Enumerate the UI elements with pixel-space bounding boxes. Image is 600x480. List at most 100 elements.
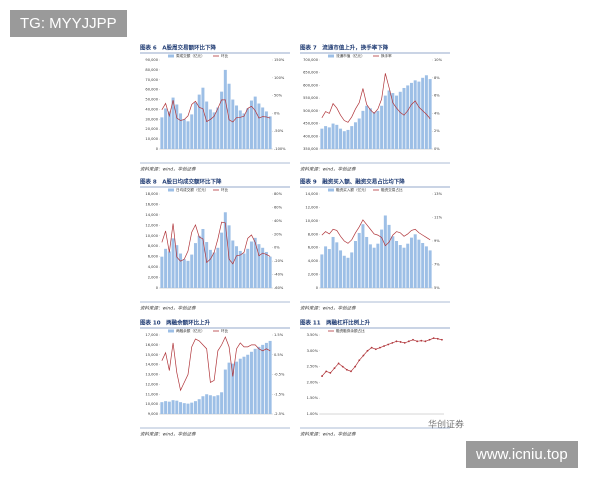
source: 资料来源：wind，华创证券 (140, 432, 196, 438)
point (441, 338, 443, 341)
y-tick-label: 15,000 (145, 353, 158, 357)
y-tick-label: 14,000 (305, 192, 318, 196)
bar (320, 128, 324, 149)
bar (428, 250, 432, 288)
bar (186, 403, 190, 414)
chart-title: 图表 11 两融杠杆比例上升 (300, 319, 371, 327)
y-tick-label: 12,000 (145, 382, 158, 386)
bar (246, 354, 250, 414)
bar (339, 250, 343, 288)
point (350, 370, 352, 373)
bar (395, 241, 399, 288)
bar (190, 402, 194, 414)
bar (383, 215, 387, 288)
bar (257, 244, 261, 288)
bar (167, 111, 171, 149)
bar (413, 80, 417, 149)
bar (238, 250, 242, 288)
bar (365, 105, 369, 149)
point (395, 340, 398, 343)
y-tick-label: 6,000 (148, 255, 159, 259)
bar (190, 114, 194, 149)
y2-tick-label: -40% (274, 273, 284, 277)
bar (242, 356, 246, 414)
y2-tick-label: -2.5% (274, 412, 285, 416)
point (391, 342, 394, 344)
bar (417, 239, 421, 288)
source: 资料来源：wind，华创证券 (300, 306, 356, 312)
bar (235, 246, 239, 288)
bar (268, 256, 272, 288)
bar (368, 244, 372, 288)
bar (353, 122, 357, 149)
point (387, 343, 390, 346)
y-tick-label: 18,000 (145, 192, 158, 196)
y-tick-label: 3.50% (307, 333, 319, 337)
point (399, 341, 402, 343)
bar (182, 259, 186, 288)
y-tick-label: 500,000 (303, 109, 319, 113)
y-tick-label: 0 (316, 286, 319, 290)
bar (335, 242, 339, 288)
bar (182, 403, 186, 414)
bar (331, 123, 335, 149)
series-line (321, 73, 431, 123)
y2-tick-label: 4% (434, 111, 440, 115)
bar (264, 111, 268, 149)
chart-title: 图表 8 A股日均成交额环比下降 (140, 178, 222, 186)
bar (253, 237, 257, 288)
bar (424, 246, 428, 288)
legend-swatch (328, 188, 334, 192)
bar (264, 342, 268, 414)
bar (164, 248, 168, 288)
bar (413, 234, 417, 288)
y-tick-label: 60,000 (145, 88, 158, 92)
source: 资料来源：wind，华创证券 (300, 167, 356, 173)
y2-tick-label: 40% (274, 219, 283, 223)
y-tick-label: 2.00% (307, 380, 319, 384)
bar (235, 361, 239, 414)
bar (223, 212, 227, 288)
y-tick-label: 450,000 (303, 122, 319, 126)
point (337, 362, 340, 365)
bar (175, 104, 179, 149)
y-tick-label: 0 (156, 147, 159, 151)
legend-label: 融资融券余额占比 (336, 328, 365, 333)
bar (342, 131, 346, 149)
y-tick-label: 10,000 (305, 219, 318, 223)
legend-label: 融资交易占比 (381, 187, 403, 192)
bar (231, 99, 235, 149)
legend-label: 环比 (221, 187, 229, 192)
bar (409, 237, 413, 288)
bar (409, 82, 413, 149)
bar (324, 126, 328, 149)
bar (249, 100, 253, 149)
y2-tick-label: 8% (434, 76, 440, 80)
y2-tick-label: -100% (274, 147, 286, 151)
bar (175, 400, 179, 414)
y2-tick-label: -20% (274, 259, 284, 263)
bar (261, 247, 265, 288)
bar (246, 248, 250, 288)
y2-tick-label: 2% (434, 129, 440, 133)
point (379, 346, 381, 349)
bar (179, 402, 183, 414)
y-tick-label: 16,000 (145, 343, 158, 347)
bar (175, 245, 179, 288)
bar (171, 400, 175, 414)
point (403, 342, 406, 344)
legend-label: 环比 (221, 53, 229, 58)
bar (253, 348, 257, 414)
y-tick-label: 550,000 (303, 96, 319, 100)
y-tick-label: 40,000 (145, 107, 158, 111)
point (412, 338, 414, 341)
legend-label: 换手率 (381, 53, 392, 58)
y2-tick-label: 0% (434, 147, 440, 151)
bar (171, 238, 175, 288)
y2-tick-label: 80% (274, 192, 283, 196)
bar (376, 243, 380, 288)
y2-tick-label: 10% (434, 58, 443, 62)
point (354, 365, 357, 368)
point (428, 338, 431, 341)
logo: 华创证券 (428, 419, 464, 431)
